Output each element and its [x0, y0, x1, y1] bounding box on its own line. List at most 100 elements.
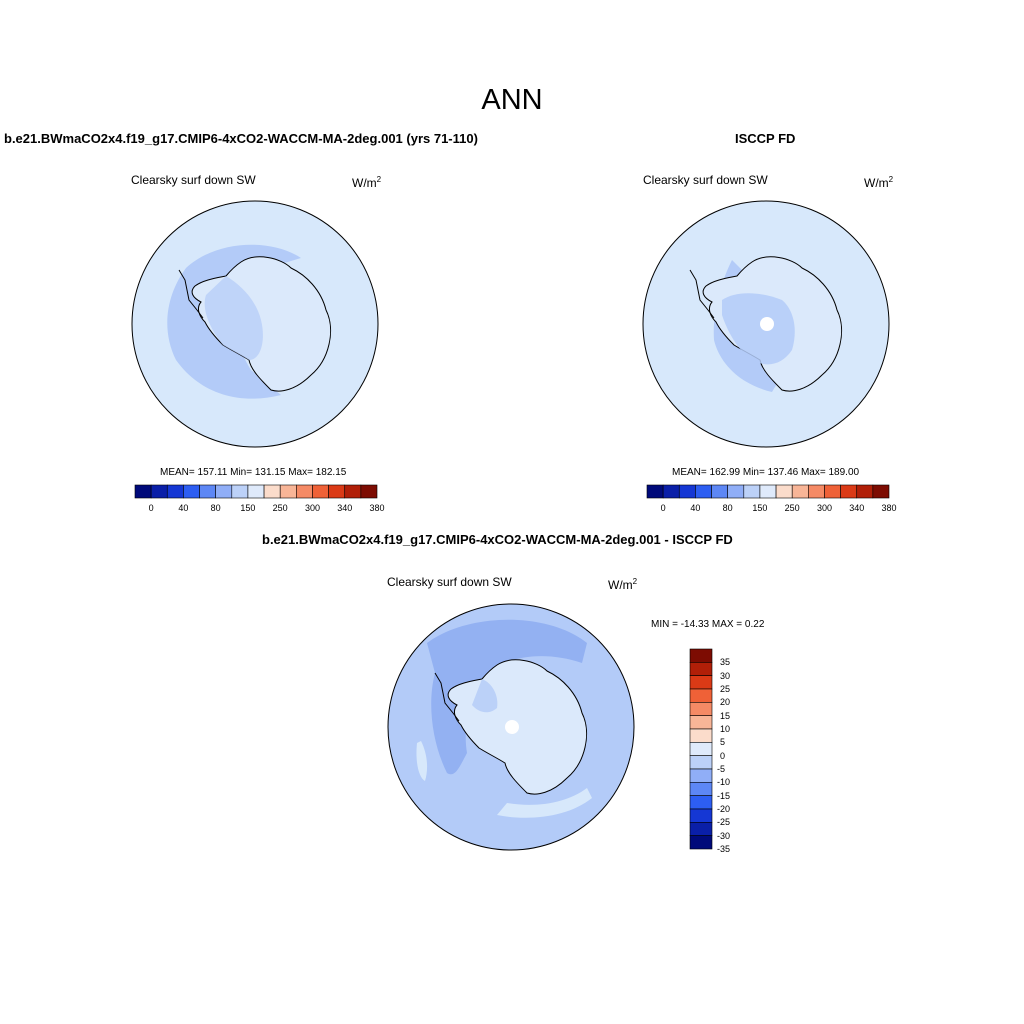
colorbar-label: 15 — [720, 710, 731, 721]
panel3-stats: MIN = -14.33 MAX = 0.22 — [651, 619, 765, 630]
colorbar-swatch — [872, 484, 890, 499]
colorbar-tick-label: 80 — [722, 503, 733, 513]
colorbar-swatch — [150, 484, 168, 499]
colorbar-swatch — [695, 484, 712, 499]
panel1-colorbar-ticks: 0 40 80 150 250 300 340 380 — [135, 503, 385, 515]
colorbar-swatch — [689, 675, 713, 690]
colorbar-swatch — [646, 484, 664, 499]
main-title: ANN — [481, 84, 543, 116]
panel3-variable: Clearsky surf down SW — [387, 575, 512, 589]
colorbar-label: -30 — [717, 830, 731, 841]
colorbar-tick-label: 0 — [660, 503, 666, 513]
colorbar-tick-label: 340 — [337, 503, 353, 513]
colorbar-tick-label: 380 — [881, 503, 897, 513]
colorbar-tick-label: 380 — [369, 503, 385, 513]
colorbar-swatch — [296, 484, 313, 499]
colorbar-tick-label: 150 — [752, 503, 768, 513]
colorbar-tick-label: 40 — [178, 503, 189, 513]
colorbar-label: 5 — [720, 737, 726, 748]
colorbar-swatch — [711, 484, 728, 499]
colorbar-swatch — [840, 484, 858, 499]
colorbar-swatch — [662, 484, 680, 499]
colorbar-swatch — [328, 484, 346, 499]
colorbar-swatch — [344, 484, 362, 499]
colorbar-swatch — [759, 484, 777, 499]
panel3-colorbar — [689, 648, 713, 850]
colorbar-tick-label: 300 — [816, 503, 832, 513]
panel2-peninsula-shape — [689, 269, 715, 319]
colorbar-swatch — [824, 484, 841, 499]
colorbar-tick-label: 0 — [148, 503, 154, 513]
panel2-colorbar — [646, 484, 890, 499]
colorbar-swatch — [689, 768, 713, 783]
colorbar-swatch — [279, 484, 297, 499]
panel3-units: W/m2 — [608, 577, 638, 592]
colorbar-swatch — [689, 755, 713, 770]
colorbar-swatch — [183, 484, 200, 499]
colorbar-label: -10 — [717, 777, 731, 788]
colorbar-tick-label: 250 — [784, 503, 800, 513]
panel1-variable: Clearsky surf down SW — [131, 173, 256, 187]
panel2-colorbar-ticks: 0 40 80 150 250 300 340 380 — [647, 503, 897, 515]
colorbar-swatch — [689, 782, 713, 796]
colorbar-label: -20 — [717, 804, 731, 814]
panel3-title: b.e21.BWmaCO2x4.f19_g17.CMIP6-4xCO2-WACC… — [262, 532, 733, 547]
panel1-units: W/m2 — [352, 175, 382, 190]
colorbar-label: -35 — [717, 844, 731, 854]
colorbar-swatch — [689, 835, 713, 850]
colorbar-label: -25 — [717, 817, 731, 828]
colorbar-swatch — [727, 484, 745, 499]
colorbar-label: 25 — [720, 684, 731, 694]
colorbar-swatch — [247, 484, 265, 499]
panel3-land-tint — [472, 679, 498, 713]
colorbar-tick-label: 250 — [272, 503, 288, 513]
colorbar-label: -15 — [717, 790, 731, 801]
colorbar-swatch — [166, 484, 184, 499]
colorbar-tick-label: 300 — [304, 503, 320, 513]
panel1-peninsula-shape — [178, 269, 204, 319]
colorbar-swatch — [360, 484, 378, 499]
colorbar-swatch — [689, 728, 713, 743]
colorbar-swatch — [689, 648, 713, 663]
panel2-map — [642, 200, 890, 448]
colorbar-swatch — [215, 484, 233, 499]
colorbar-swatch — [678, 484, 696, 499]
colorbar-swatch — [689, 795, 713, 810]
colorbar-swatch — [808, 484, 825, 499]
colorbar-tick-label: 150 — [240, 503, 256, 513]
panel3-pole-hole — [505, 720, 519, 734]
colorbar-label: 30 — [720, 670, 731, 681]
colorbar-swatch — [856, 484, 874, 499]
panel1-stats: MEAN= 157.11 Min= 131.15 Max= 182.15 — [160, 467, 347, 478]
colorbar-swatch — [134, 484, 152, 499]
colorbar-swatch — [689, 822, 713, 836]
panel2-stats: MEAN= 162.99 Min= 137.46 Max= 189.00 — [672, 467, 860, 478]
colorbar-label: 20 — [720, 697, 731, 708]
panel2-units: W/m2 — [864, 175, 894, 190]
colorbar-label: 0 — [720, 750, 726, 761]
panel2-variable: Clearsky surf down SW — [643, 173, 768, 187]
panel3-dark-arc — [427, 619, 587, 775]
panel2-inner-band — [722, 293, 795, 365]
colorbar-label: -5 — [717, 764, 726, 774]
colorbar-swatch — [791, 484, 809, 499]
colorbar-swatch — [689, 688, 713, 703]
colorbar-tick-label: 80 — [210, 503, 221, 513]
panel1-title: b.e21.BWmaCO2x4.f19_g17.CMIP6-4xCO2-WACC… — [4, 131, 478, 146]
colorbar-label: 35 — [720, 657, 731, 668]
colorbar-swatch — [199, 484, 216, 499]
colorbar-swatch — [689, 702, 713, 716]
panel1-colorbar — [134, 484, 378, 499]
panel1-interior-tint — [204, 276, 263, 360]
panel3-colorbar-labels: 35 30 25 20 15 10 5 0 -5 -10 -15 -20 -25 -30 -35 — [717, 649, 757, 854]
colorbar-swatch — [689, 662, 713, 676]
panel3-streak-left — [416, 741, 428, 781]
colorbar-swatch — [775, 484, 793, 499]
panel3-peninsula-shape — [434, 672, 460, 722]
colorbar-swatch — [263, 484, 281, 499]
colorbar-label: 10 — [720, 724, 731, 734]
panel3-streak-bottom — [497, 788, 592, 818]
panel2-pole-hole — [760, 317, 774, 331]
panel1-map — [131, 200, 379, 448]
colorbar-swatch — [743, 484, 761, 499]
